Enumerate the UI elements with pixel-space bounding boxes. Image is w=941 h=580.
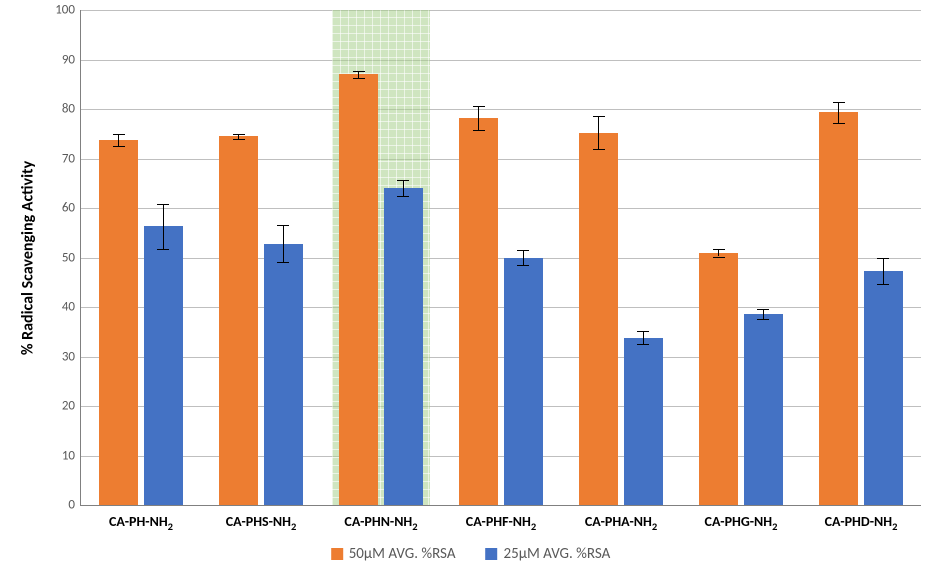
error-bar <box>118 134 119 146</box>
error-cap <box>713 249 725 250</box>
error-bar <box>718 249 719 257</box>
x-category-label: CA-PHA-NH2 <box>585 505 657 533</box>
bar-s50 <box>459 118 498 505</box>
error-bar <box>763 309 764 319</box>
bar-s25 <box>864 271 903 505</box>
error-cap <box>233 139 245 140</box>
error-cap <box>593 116 605 117</box>
y-tick-label: 60 <box>62 201 81 216</box>
error-cap <box>637 331 649 332</box>
y-tick-label: 20 <box>62 399 81 414</box>
bar-s25 <box>624 338 663 505</box>
bar-s50 <box>219 136 258 505</box>
bar-s50 <box>819 112 858 505</box>
error-bar <box>478 106 479 131</box>
error-cap <box>517 265 529 266</box>
bar-s50 <box>579 133 618 505</box>
legend-label: 25µM AVG. %RSA <box>504 545 611 563</box>
y-tick-label: 10 <box>62 448 81 463</box>
gridline <box>81 109 921 110</box>
bar-s25 <box>744 314 783 505</box>
gridline <box>81 159 921 160</box>
x-category-label: CA-PHD-NH2 <box>825 505 898 533</box>
y-tick-label: 90 <box>62 52 81 67</box>
error-bar <box>283 225 284 262</box>
error-cap <box>397 180 409 181</box>
error-cap <box>593 149 605 150</box>
bar-s25 <box>144 226 183 505</box>
legend-label: 50µM AVG. %RSA <box>349 545 456 563</box>
x-category-label: CA-PH-NH2 <box>109 505 173 533</box>
bar-s25 <box>264 244 303 505</box>
error-cap <box>157 249 169 250</box>
error-bar <box>598 116 599 149</box>
y-tick-label: 80 <box>62 102 81 117</box>
error-cap <box>353 71 365 72</box>
x-category-label: CA-PHN-NH2 <box>344 505 417 533</box>
gridline <box>81 357 921 358</box>
error-cap <box>397 196 409 197</box>
legend-swatch <box>486 548 498 560</box>
error-cap <box>113 134 125 135</box>
legend-swatch <box>331 548 343 560</box>
error-cap <box>517 250 529 251</box>
error-cap <box>877 284 889 285</box>
y-axis-title: % Radical Scavenging Activity <box>19 160 38 354</box>
error-cap <box>473 130 485 131</box>
error-cap <box>757 319 769 320</box>
plot-area: 0102030405060708090100CA-PH-NH2CA-PHS-NH… <box>80 10 921 506</box>
y-tick-label: 100 <box>55 3 81 18</box>
y-tick-label: 40 <box>62 300 81 315</box>
error-cap <box>233 134 245 135</box>
error-bar <box>643 331 644 344</box>
error-cap <box>833 123 845 124</box>
error-cap <box>713 257 725 258</box>
bar-s50 <box>339 74 378 505</box>
error-cap <box>637 344 649 345</box>
bar-s25 <box>504 258 543 506</box>
x-category-label: CA-PHF-NH2 <box>466 505 536 533</box>
bar-s25 <box>384 188 423 505</box>
error-cap <box>157 204 169 205</box>
error-bar <box>403 180 404 196</box>
x-category-label: CA-PHS-NH2 <box>226 505 297 533</box>
gridline <box>81 406 921 407</box>
gridline <box>81 258 921 259</box>
gridline <box>81 208 921 209</box>
error-cap <box>473 106 485 107</box>
error-cap <box>833 102 845 103</box>
y-tick-label: 30 <box>62 349 81 364</box>
x-category-label: CA-PHG-NH2 <box>705 505 778 533</box>
error-cap <box>757 309 769 310</box>
error-cap <box>277 225 289 226</box>
error-bar <box>883 258 884 284</box>
gridline <box>81 10 921 11</box>
y-tick-label: 70 <box>62 151 81 166</box>
bar-s50 <box>99 140 138 505</box>
error-bar <box>838 102 839 123</box>
gridline <box>81 307 921 308</box>
rsa-bar-chart: 0 10 20 30 40 50 60 70 80 90 100 CA-PH-NH2 CA-PHS-NH… <box>0 0 941 580</box>
gridline <box>81 456 921 457</box>
y-tick-label: 0 <box>68 498 81 513</box>
gridline <box>81 60 921 61</box>
legend-item: 25µM AVG. %RSA <box>486 545 611 563</box>
error-bar <box>163 204 164 249</box>
bar-s50 <box>699 253 738 505</box>
error-cap <box>353 78 365 79</box>
y-tick-label: 50 <box>62 250 81 265</box>
error-bar <box>523 250 524 265</box>
error-cap <box>877 258 889 259</box>
legend: 50µM AVG. %RSA 25µM AVG. %RSA <box>331 545 611 563</box>
error-cap <box>277 262 289 263</box>
error-bar <box>358 71 359 78</box>
legend-item: 50µM AVG. %RSA <box>331 545 456 563</box>
error-cap <box>113 146 125 147</box>
